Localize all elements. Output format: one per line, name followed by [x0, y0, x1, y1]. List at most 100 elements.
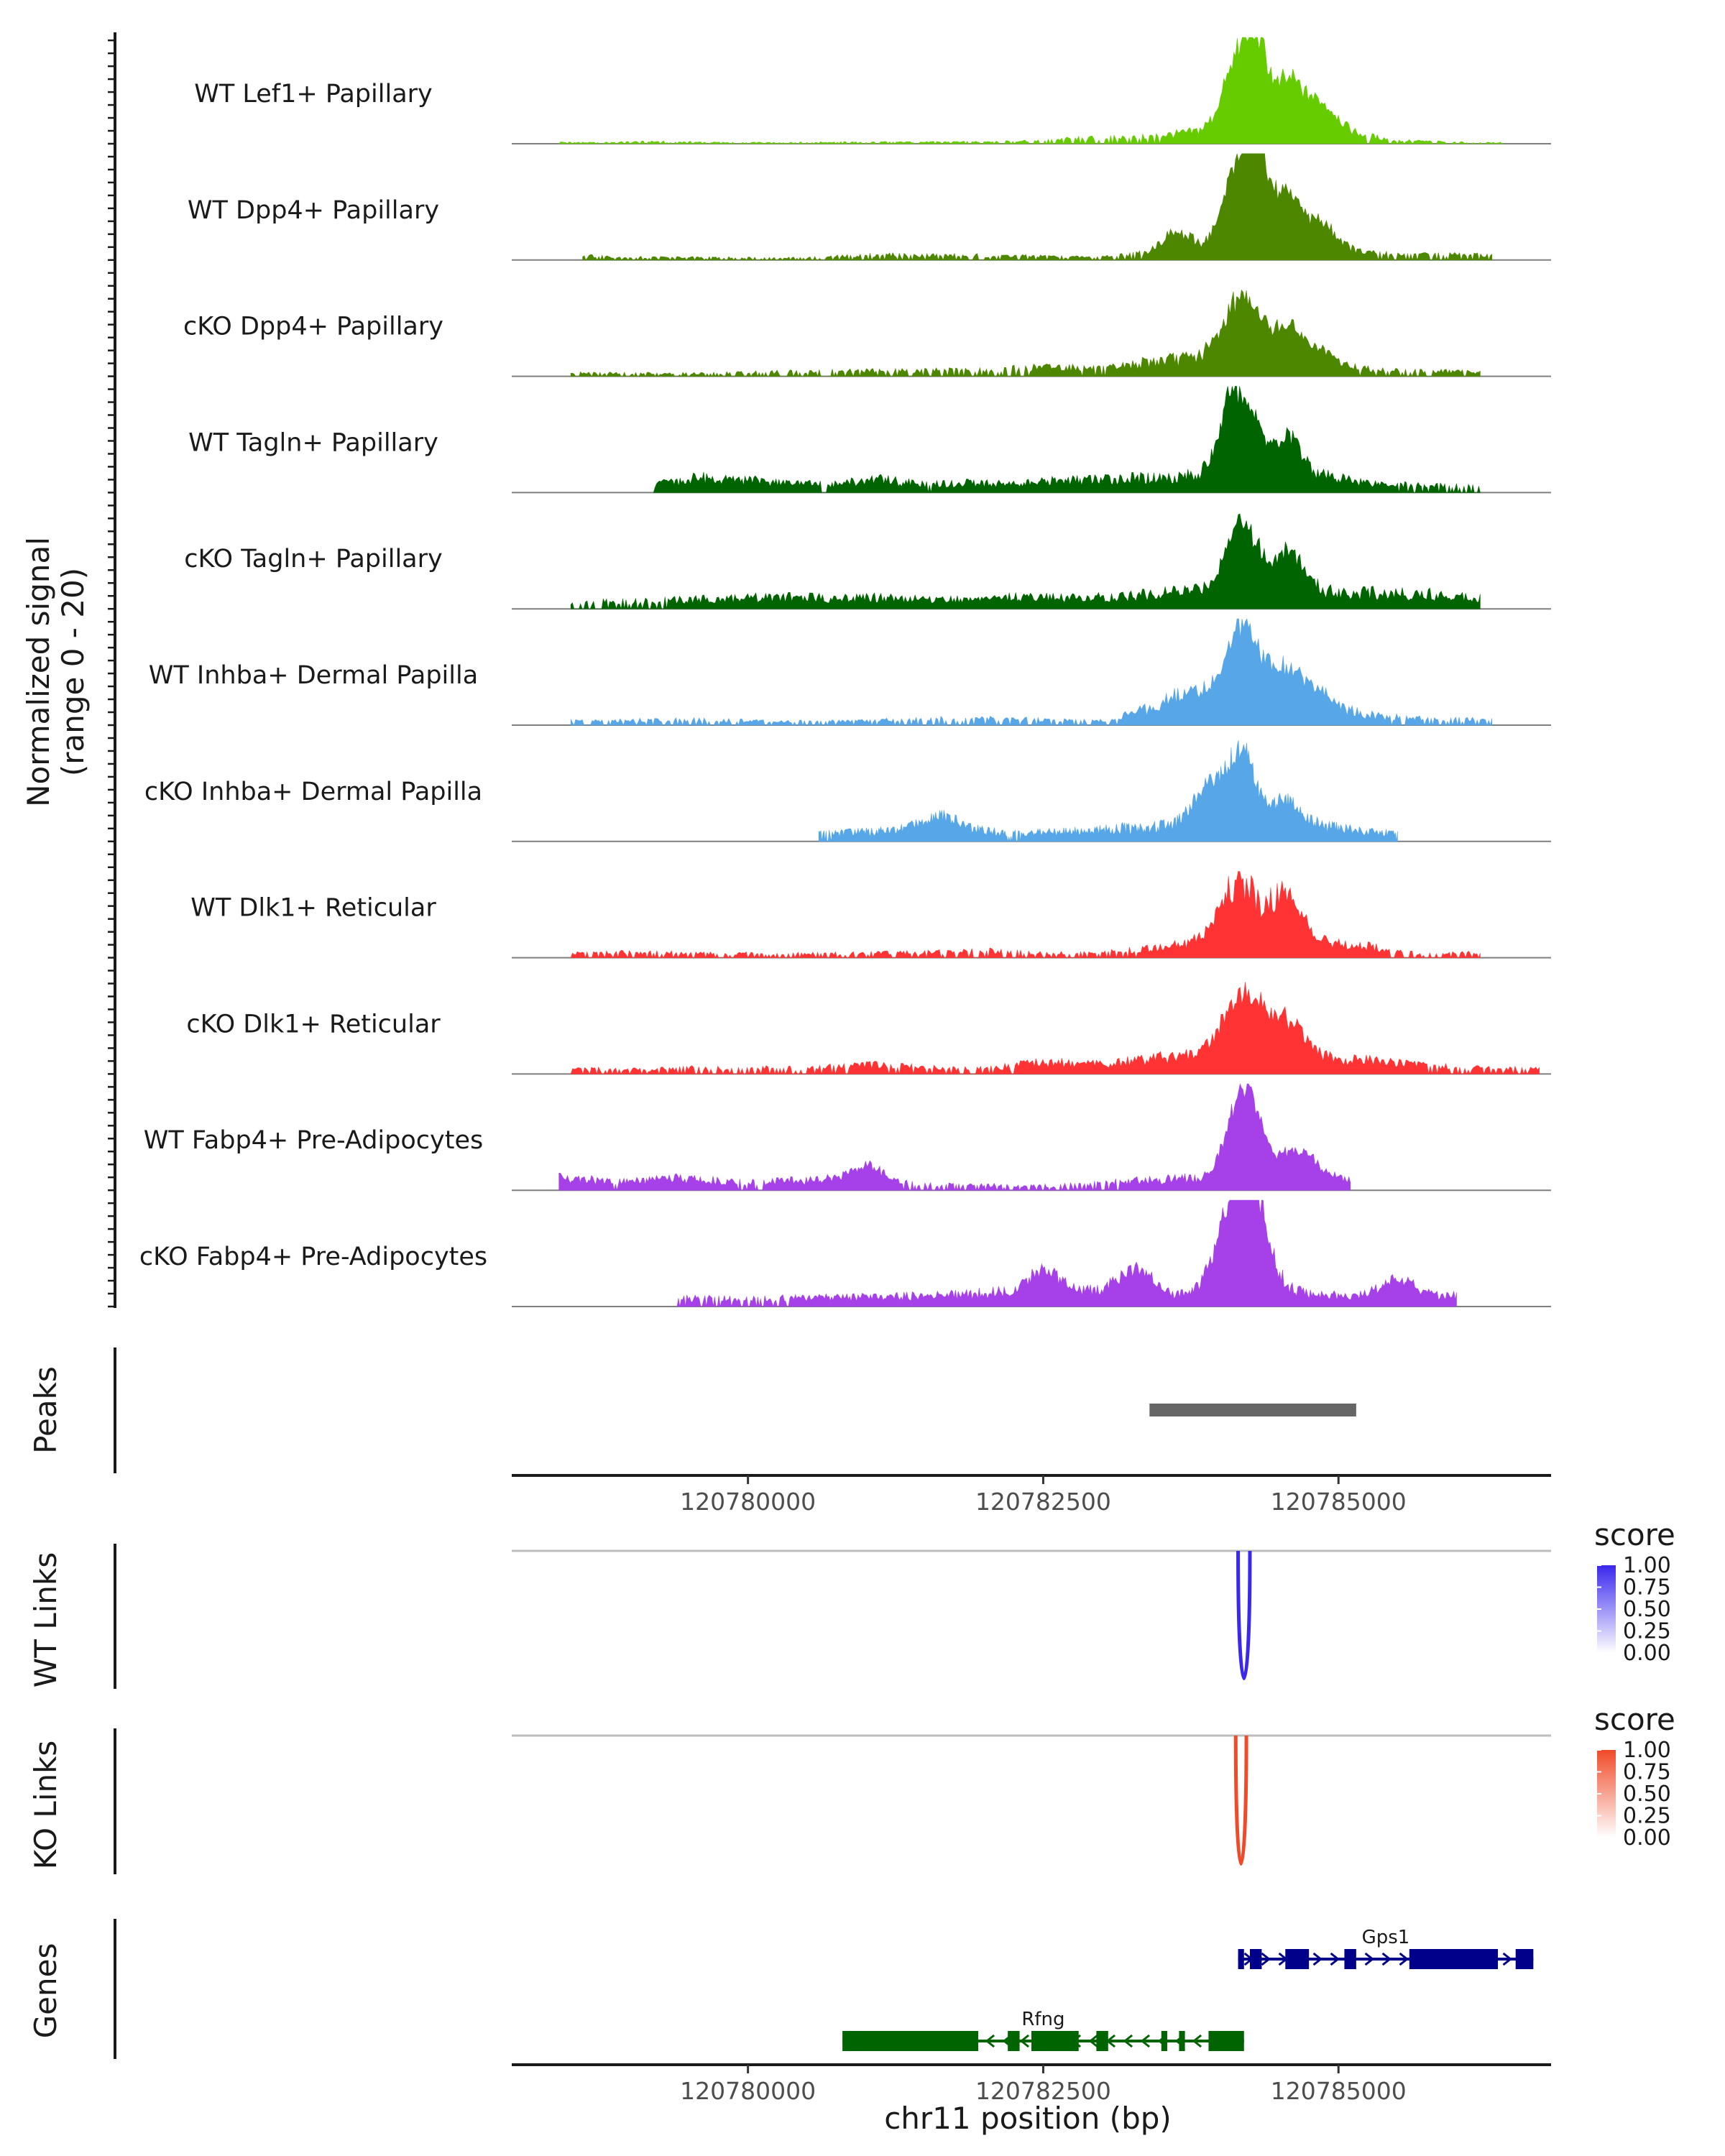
peaks-track: Peaks	[28, 1348, 1356, 1473]
coverage-track: cKO Dpp4+ Papillary	[183, 289, 1551, 377]
link-arc	[1236, 1550, 1252, 1680]
link-arc	[1233, 1735, 1248, 1866]
track-label: WT Fabp4+ Pre-Adipocytes	[144, 1126, 483, 1155]
coverage-area	[582, 153, 1493, 261]
genes-label: Genes	[28, 1943, 63, 2039]
strand-arrow	[1123, 2034, 1133, 2048]
y-axis-range: (range 0 - 20)	[55, 568, 91, 776]
track-label: cKO Fabp4+ Pre-Adipocytes	[139, 1243, 487, 1271]
gene-exon	[1409, 1949, 1499, 1969]
x-tick-label: 120785000	[1271, 2077, 1407, 2105]
link-track-label: KO Links	[28, 1741, 63, 1870]
strand-arrow	[1088, 2034, 1099, 2048]
coverage-track: cKO Fabp4+ Pre-Adipocytes	[139, 1199, 1551, 1308]
gene-exon	[1008, 2031, 1020, 2051]
coverage-area	[558, 1083, 1351, 1192]
strand-arrow	[1364, 1952, 1374, 1966]
gene-exon	[842, 2031, 979, 2051]
track-label: cKO Inhba+ Dermal Papilla	[144, 778, 482, 806]
coverage-track: cKO Inhba+ Dermal Papilla	[144, 740, 1551, 842]
legend-tick-label: 0.75	[1623, 1575, 1671, 1600]
x-tick-label: 120782500	[975, 2077, 1111, 2105]
track-label: cKO Dlk1+ Reticular	[186, 1010, 441, 1038]
track-label: WT Dpp4+ Papillary	[188, 196, 439, 225]
strand-arrow	[1261, 1952, 1271, 1966]
gene-exon	[1208, 2031, 1244, 2051]
peaks-label: Peaks	[28, 1366, 63, 1454]
strand-arrow	[985, 2034, 995, 2048]
legend-tick-label: 0.25	[1623, 1619, 1671, 1644]
coverage-track: WT Dlk1+ Reticular	[190, 870, 1551, 959]
legend-title: score	[1594, 1702, 1675, 1737]
link-track-label: WT Links	[28, 1552, 63, 1687]
track-label: WT Tagln+ Papillary	[188, 428, 438, 457]
gene-exon	[1344, 1949, 1356, 1969]
coverage-area	[570, 618, 1493, 727]
coverage-area	[570, 982, 1540, 1075]
legend-tick-label: 0.00	[1623, 1641, 1671, 1666]
strand-arrow	[1502, 1952, 1512, 1966]
strand-arrow	[1019, 2034, 1030, 2048]
coverage-track: WT Fabp4+ Pre-Adipocytes	[144, 1083, 1551, 1192]
x-tick-label: 120780000	[680, 2077, 816, 2105]
strand-arrow	[1192, 2034, 1202, 2048]
peak-region	[1149, 1404, 1356, 1416]
track-label: cKO Tagln+ Papillary	[184, 545, 443, 573]
legend-tick-label: 1.00	[1623, 1553, 1671, 1578]
coverage-track: WT Lef1+ Papillary	[194, 37, 1551, 145]
x-axis-lower: 120780000 120782500 120785000	[512, 2063, 1551, 2105]
gene-model: Rfng	[842, 2009, 1244, 2051]
track-label: WT Dlk1+ Reticular	[190, 894, 436, 923]
gene-model: Gps1	[1238, 1927, 1534, 1969]
x-axis-upper: 120780000 120782500 120785000	[512, 1474, 1551, 1516]
track-label: WT Inhba+ Dermal Papilla	[149, 661, 478, 690]
gene-exon	[1285, 1949, 1310, 1969]
gene-name: Gps1	[1362, 1927, 1410, 1948]
coverage-track: cKO Tagln+ Papillary	[184, 513, 1551, 610]
strand-arrow	[1312, 1952, 1322, 1966]
legend-tick-label: 0.50	[1623, 1597, 1671, 1622]
x-tick-label: 120780000	[680, 1488, 816, 1516]
gene-exon	[1161, 2031, 1167, 2051]
y-axis-title: Normalized signal	[21, 537, 56, 807]
gene-exon	[1515, 1949, 1534, 1969]
gene-exon	[1249, 1949, 1262, 1969]
strand-arrow	[1381, 1952, 1392, 1966]
coverage-area	[653, 386, 1481, 494]
gene-exon	[1238, 1949, 1244, 1969]
coverage-tracks: WT Lef1+ Papillary WT Dpp4+ Papillary cKO …	[108, 32, 1551, 1308]
strand-arrow	[1140, 2034, 1151, 2048]
strand-arrow	[1399, 1952, 1409, 1966]
gene-exon	[1096, 2031, 1108, 2051]
x-axis-title: chr11 position (bp)	[884, 2101, 1172, 2136]
coverage-area	[558, 37, 1504, 145]
x-tick-label: 120782500	[975, 1488, 1111, 1516]
genes-track: Genes Gps1 Rfng	[28, 1919, 1534, 2059]
track-label: cKO Dpp4+ Papillary	[183, 313, 443, 341]
coverage-area	[570, 870, 1481, 959]
x-tick-label: 120785000	[1271, 1488, 1407, 1516]
legend-tick-label: 0.50	[1623, 1782, 1671, 1807]
coverage-area	[676, 1199, 1457, 1308]
coverage-area	[818, 740, 1398, 842]
strand-arrow	[1330, 1952, 1340, 1966]
coverage-track: WT Tagln+ Papillary	[188, 386, 1551, 494]
legend-tick-label: 0.25	[1623, 1804, 1671, 1829]
coverage-track: WT Dpp4+ Papillary	[188, 153, 1551, 261]
coverage-area	[570, 513, 1481, 610]
gene-exon	[1179, 2031, 1185, 2051]
legend-tick-label: 0.75	[1623, 1760, 1671, 1785]
legend-title: score	[1594, 1517, 1675, 1552]
coverage-track: WT Inhba+ Dermal Papilla	[149, 618, 1551, 727]
gene-exon	[1031, 2031, 1079, 2051]
gene-name: Rfng	[1021, 2009, 1064, 2030]
coverage-track: cKO Dlk1+ Reticular	[186, 982, 1551, 1075]
legend-tick-label: 0.00	[1623, 1825, 1671, 1851]
legend-tick-label: 1.00	[1623, 1738, 1671, 1763]
coverage-area	[570, 289, 1481, 377]
